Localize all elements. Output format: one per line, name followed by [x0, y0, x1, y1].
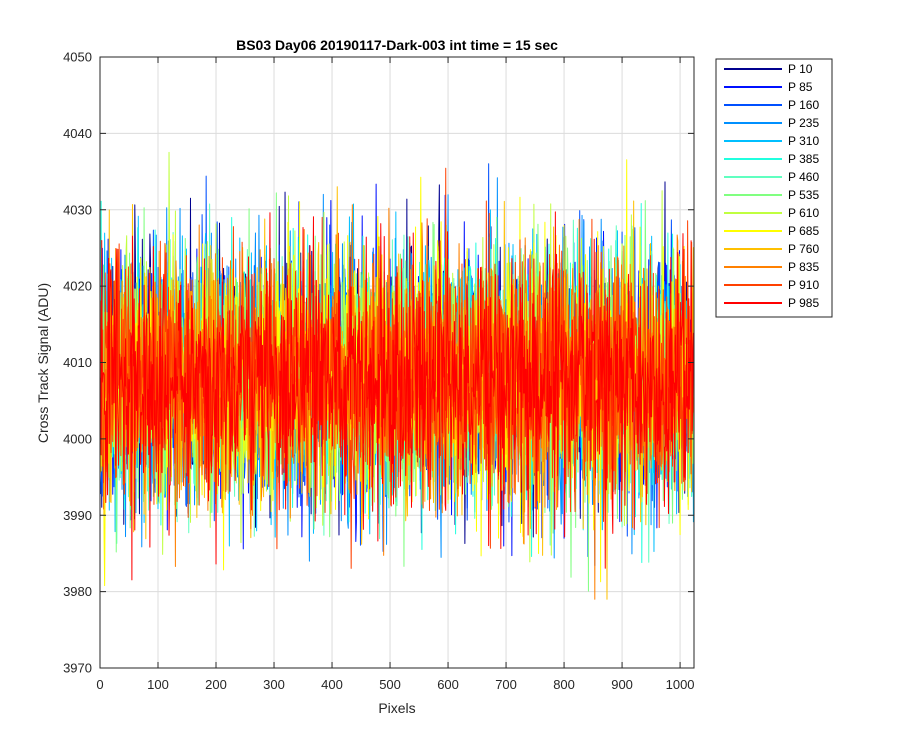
x-tick-label: 1000 [666, 677, 695, 692]
legend-item: P 460 [724, 170, 819, 184]
legend-item: P 910 [724, 278, 819, 292]
x-axis-label: Pixels [378, 700, 415, 716]
legend-item: P 85 [724, 80, 813, 94]
legend-label: P 10 [788, 62, 813, 76]
x-tick-label: 900 [611, 677, 633, 692]
legend-item: P 535 [724, 188, 819, 202]
legend-item: P 385 [724, 152, 819, 166]
series-group [100, 151, 694, 600]
x-tick-label: 300 [263, 677, 285, 692]
x-tick-label: 500 [379, 677, 401, 692]
legend-item: P 685 [724, 224, 819, 238]
x-tick-label: 0 [96, 677, 103, 692]
legend-label: P 985 [788, 296, 819, 310]
y-tick-label: 4050 [63, 50, 92, 65]
legend-item: P 160 [724, 98, 819, 112]
legend-item: P 10 [724, 62, 813, 76]
y-tick-label: 4040 [63, 126, 92, 141]
y-tick-label: 3990 [63, 508, 92, 523]
y-tick-label: 4020 [63, 279, 92, 294]
y-tick-label: 4010 [63, 355, 92, 370]
x-tick-label: 400 [321, 677, 343, 692]
legend-box [715, 58, 833, 318]
series-line-p-910 [100, 167, 694, 569]
legend-label: P 610 [788, 206, 819, 220]
legend-label: P 460 [788, 170, 819, 184]
legend-item: P 235 [724, 116, 819, 130]
legend-item: P 835 [724, 260, 819, 274]
y-tick-label: 3970 [63, 661, 92, 676]
series-line-p-985 [100, 211, 694, 581]
legend-label: P 160 [788, 98, 819, 112]
y-tick-label: 4000 [63, 431, 92, 446]
ticks: 0 100 200 300 400 500 600 700 800 900 1000 3970 3980… [63, 50, 694, 693]
legend-label: P 760 [788, 242, 819, 256]
legend-label: P 235 [788, 116, 819, 130]
legend-label: P 685 [788, 224, 819, 238]
legend-label: P 85 [788, 80, 813, 94]
legend-item: P 310 [724, 134, 819, 148]
legend: P 10 P 85 P 160 P 235 P 310 P 385 P 460 P 535 P … [715, 58, 833, 318]
legend-label: P 385 [788, 152, 819, 166]
legend-item: P 985 [724, 296, 819, 310]
x-tick-label: 200 [205, 677, 227, 692]
x-tick-label: 700 [495, 677, 517, 692]
y-axis-label: Cross Track Signal (ADU) [35, 283, 51, 443]
legend-label: P 310 [788, 134, 819, 148]
x-tick-label: 600 [437, 677, 459, 692]
legend-label: P 835 [788, 260, 819, 274]
legend-label: P 910 [788, 278, 819, 292]
chart-title: BS03 Day06 20190117-Dark-003 int time = … [236, 37, 558, 53]
legend-label: P 535 [788, 188, 819, 202]
x-tick-label: 800 [553, 677, 575, 692]
y-tick-label: 4030 [63, 202, 92, 217]
y-tick-label: 3980 [63, 584, 92, 599]
legend-item: P 610 [724, 206, 819, 220]
x-tick-label: 100 [147, 677, 169, 692]
plot-area: 0 100 200 300 400 500 600 700 800 900 1000 3970 3980… [63, 50, 694, 693]
legend-item: P 760 [724, 242, 819, 256]
